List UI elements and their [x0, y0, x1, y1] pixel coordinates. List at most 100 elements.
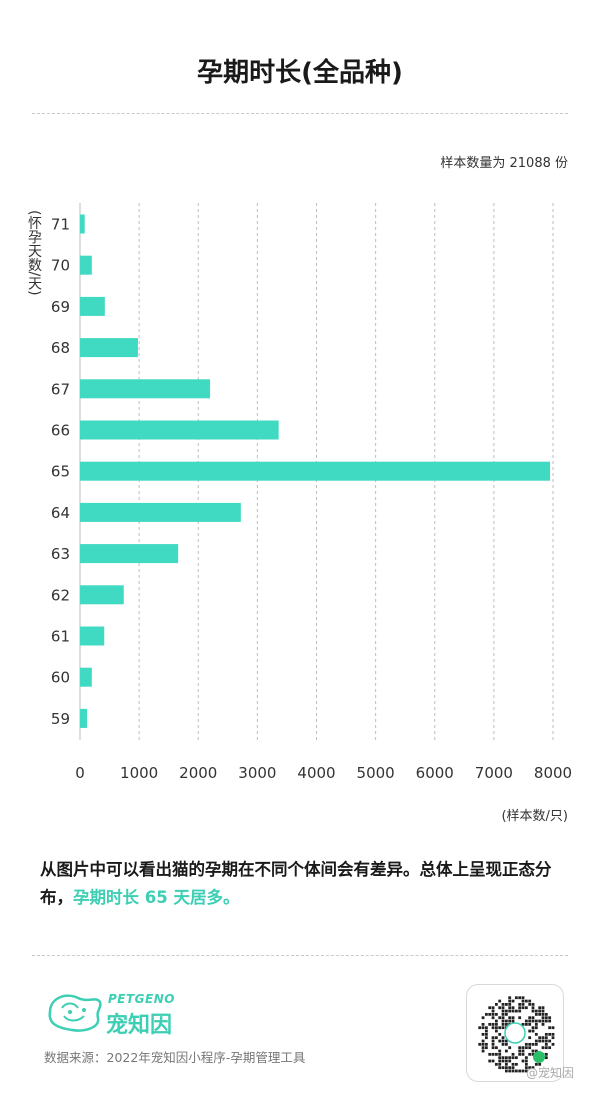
- qr-module: [521, 1059, 525, 1063]
- y-tick-label-69: 69: [51, 298, 70, 316]
- qr-module: [534, 1009, 538, 1013]
- qr-module: [538, 1062, 542, 1066]
- qr-module: [511, 1006, 515, 1010]
- y-tick-label-67: 67: [51, 380, 70, 398]
- qr-module: [504, 1009, 508, 1013]
- qr-module: [548, 1046, 552, 1050]
- x-tick-label-4000: 4000: [297, 764, 335, 782]
- qr-module: [508, 1009, 512, 1013]
- qr-module: [501, 1036, 505, 1040]
- qr-module: [498, 1062, 502, 1066]
- x-tick-label-8000: 8000: [534, 764, 572, 782]
- qr-module: [538, 1019, 542, 1023]
- y-tick-label-66: 66: [51, 422, 70, 440]
- qr-module: [508, 996, 512, 1000]
- qr-module: [544, 1039, 548, 1043]
- qr-module: [521, 1022, 525, 1026]
- qr-module: [514, 1069, 518, 1073]
- qr-module: [498, 999, 502, 1003]
- summary-text: 从图片中可以看出猫的孕期在不同个体间会有差异。总体上呈现正态分布，孕期时长 65…: [40, 856, 570, 912]
- qr-module: [518, 1049, 522, 1053]
- watermark: @宠知因: [526, 1066, 575, 1080]
- qr-module: [524, 1006, 528, 1010]
- qr-module: [544, 1046, 548, 1050]
- qr-module: [504, 1022, 508, 1026]
- qr-module: [498, 1016, 502, 1020]
- x-axis-label: (样本数/只): [501, 809, 568, 824]
- qr-module: [508, 1019, 512, 1023]
- qr-module: [501, 1056, 505, 1060]
- qr-module: [514, 1062, 518, 1066]
- qr-module: [524, 1046, 528, 1050]
- qr-module: [508, 1059, 512, 1063]
- qr-module: [528, 1016, 532, 1020]
- qr-module: [538, 1009, 542, 1013]
- qr-module: [491, 1042, 495, 1046]
- qr-module: [484, 1042, 488, 1046]
- qr-module: [481, 1046, 485, 1050]
- qr-module: [521, 1069, 525, 1073]
- qr-module: [508, 999, 512, 1003]
- qr-module: [508, 1016, 512, 1020]
- qr-module: [528, 1019, 532, 1023]
- qr-module: [511, 1019, 515, 1023]
- qr-module: [551, 1026, 555, 1030]
- qr-module: [481, 1042, 485, 1046]
- qr-module: [544, 1012, 548, 1016]
- bar-66: [80, 420, 279, 440]
- qr-module: [488, 1012, 492, 1016]
- qr-module: [518, 1069, 522, 1073]
- x-tick-label-1000: 1000: [120, 764, 158, 782]
- bar-65: [80, 461, 551, 481]
- qr-module: [544, 1042, 548, 1046]
- qr-module: [491, 1039, 495, 1043]
- qr-module: [494, 1012, 498, 1016]
- qr-module: [544, 1032, 548, 1036]
- qr-module: [504, 1012, 508, 1016]
- qr-module: [521, 1046, 525, 1050]
- qr-module: [524, 1056, 528, 1060]
- y-tick-label-62: 62: [51, 586, 70, 604]
- qr-module: [528, 1002, 532, 1006]
- qr-module: [534, 1039, 538, 1043]
- bar-61: [80, 626, 105, 646]
- qr-module: [528, 1046, 532, 1050]
- qr-module: [511, 1066, 515, 1070]
- qr-module: [484, 1026, 488, 1030]
- qr-module: [494, 1046, 498, 1050]
- qr-module: [518, 1006, 522, 1010]
- qr-module: [518, 1002, 522, 1006]
- qr-module: [518, 1016, 522, 1020]
- mini-program-badge: [533, 1051, 545, 1063]
- qr-module: [541, 1006, 545, 1010]
- mini-program-qr-icon[interactable]: [466, 984, 564, 1082]
- qr-module: [551, 1036, 555, 1040]
- qr-module: [548, 1019, 552, 1023]
- qr-module: [511, 1062, 515, 1066]
- qr-module: [484, 1046, 488, 1050]
- qr-module: [521, 1002, 525, 1006]
- brand-name-cn: 宠知因: [106, 1013, 173, 1038]
- qr-module: [481, 1022, 485, 1026]
- qr-module: [538, 1039, 542, 1043]
- qr-module: [511, 999, 515, 1003]
- y-tick-label-71: 71: [51, 216, 70, 234]
- qr-module: [481, 1026, 485, 1030]
- qr-module: [544, 1036, 548, 1040]
- qr-module: [524, 1019, 528, 1023]
- qr-module: [538, 1006, 542, 1010]
- qr-module: [548, 1039, 552, 1043]
- qr-module: [488, 1052, 492, 1056]
- qr-module: [534, 1012, 538, 1016]
- qr-module: [534, 1042, 538, 1046]
- qr-module: [501, 1012, 505, 1016]
- data-source: 数据来源：2022年宠知因小程序-孕期管理工具: [44, 1050, 306, 1065]
- qr-module: [514, 1056, 518, 1060]
- qr-module: [541, 1012, 545, 1016]
- y-tick-label-60: 60: [51, 669, 70, 687]
- qr-module: [528, 999, 532, 1003]
- bar-62: [80, 585, 124, 605]
- qr-module: [528, 1029, 532, 1033]
- qr-module: [538, 1012, 542, 1016]
- qr-module: [494, 1019, 498, 1023]
